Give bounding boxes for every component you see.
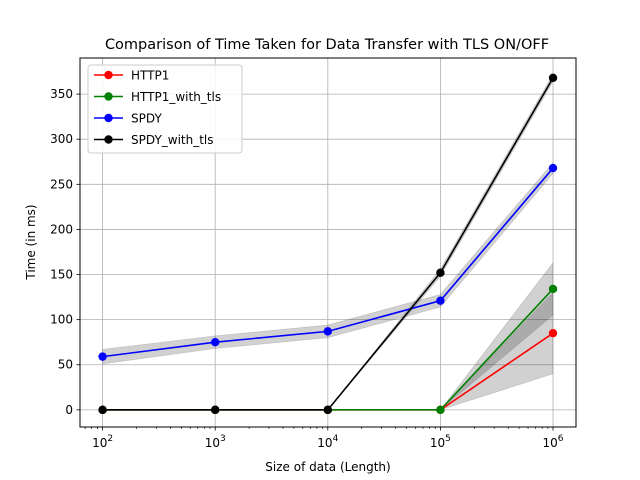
y-axis-label: Time (in ms): [24, 204, 38, 280]
data-point: [323, 327, 333, 336]
data-point: [548, 328, 558, 338]
x-tick-exponent: 6: [558, 434, 564, 444]
x-tick-base: 10: [430, 436, 445, 450]
x-tick-exponent: 5: [445, 434, 451, 444]
legend-label: SPDY: [131, 112, 162, 126]
chart-title: Comparison of Time Taken for Data Transf…: [105, 37, 549, 53]
x-tick-label: 103: [205, 434, 226, 450]
data-point: [323, 405, 333, 415]
y-tick-label: 350: [50, 87, 73, 101]
legend-marker: [104, 135, 113, 144]
data-point: [98, 405, 107, 415]
data-point: [436, 405, 445, 415]
data-point: [211, 337, 220, 347]
x-tick-label: 106: [543, 434, 564, 450]
y-tick-label: 300: [50, 132, 73, 146]
series-points: [98, 73, 558, 415]
x-tick-label: 104: [317, 434, 338, 450]
legend-label: SPDY_with_tls: [131, 133, 214, 147]
x-tick-exponent: 4: [333, 434, 339, 444]
grid: [80, 58, 576, 427]
y-tick-label: 0: [65, 403, 73, 417]
data-point: [436, 268, 445, 277]
legend-label: HTTP1: [131, 69, 169, 83]
y-tick-label: 200: [50, 222, 73, 236]
y-tick-label: 50: [58, 358, 73, 372]
legend-box: [87, 64, 243, 154]
data-point: [548, 284, 558, 294]
x-tick-label: 102: [92, 434, 113, 450]
data-point: [548, 163, 558, 173]
data-point: [211, 405, 220, 415]
legend: HTTP1 HTTP1_with_tls SPDY SPDY_with_tls: [87, 64, 243, 154]
legend-marker: [104, 70, 113, 80]
x-tick-exponent: 3: [220, 434, 226, 444]
x-tick-base: 10: [92, 436, 107, 450]
confidence-band: [102, 161, 554, 365]
y-tick-label: 100: [50, 313, 73, 327]
x-tick-base: 10: [317, 436, 332, 450]
x-tick-exponent: 2: [107, 434, 113, 444]
legend-marker: [104, 92, 113, 101]
x-tick-base: 10: [543, 436, 558, 450]
legend-label: HTTP1_with_tls: [131, 90, 221, 104]
data-point: [436, 296, 445, 305]
data-point: [98, 352, 107, 361]
y-tick-label: 250: [50, 177, 73, 191]
data-point: [548, 73, 558, 83]
x-axis-label: Size of data (Length): [265, 460, 390, 474]
x-tick-label: 105: [430, 434, 451, 450]
legend-marker: [104, 113, 113, 123]
y-tick-label: 150: [50, 268, 73, 282]
x-tick-base: 10: [205, 436, 220, 450]
